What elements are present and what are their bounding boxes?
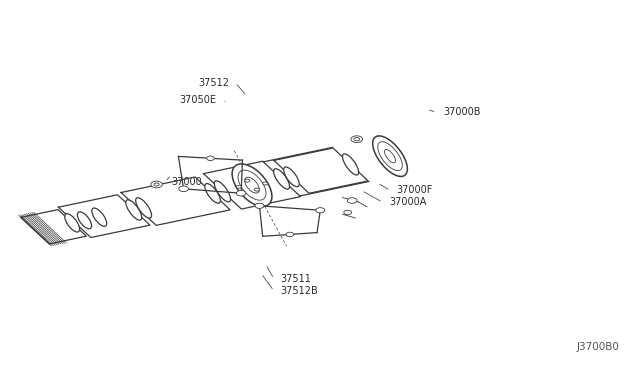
Text: 37000B: 37000B xyxy=(443,108,481,117)
Text: 37512: 37512 xyxy=(198,78,229,87)
Ellipse shape xyxy=(372,136,408,176)
Ellipse shape xyxy=(354,138,360,141)
Ellipse shape xyxy=(255,203,264,208)
Ellipse shape xyxy=(179,186,188,192)
Ellipse shape xyxy=(126,200,141,220)
Text: 37050E: 37050E xyxy=(179,95,216,105)
Polygon shape xyxy=(58,195,150,238)
Ellipse shape xyxy=(232,164,272,206)
Ellipse shape xyxy=(151,181,163,188)
Ellipse shape xyxy=(254,188,259,191)
Polygon shape xyxy=(21,209,86,244)
Text: 37000: 37000 xyxy=(172,177,202,186)
Ellipse shape xyxy=(316,208,324,213)
Text: 37512B: 37512B xyxy=(280,286,318,296)
Ellipse shape xyxy=(236,190,246,196)
Ellipse shape xyxy=(236,185,241,188)
Ellipse shape xyxy=(342,154,358,175)
Ellipse shape xyxy=(348,198,357,203)
Ellipse shape xyxy=(154,183,159,186)
Polygon shape xyxy=(274,148,368,193)
Ellipse shape xyxy=(92,208,107,226)
Text: J3700B0: J3700B0 xyxy=(577,341,620,352)
Ellipse shape xyxy=(77,212,92,229)
Ellipse shape xyxy=(244,179,250,182)
Ellipse shape xyxy=(214,181,230,202)
Ellipse shape xyxy=(286,232,294,237)
Ellipse shape xyxy=(262,182,268,185)
Ellipse shape xyxy=(344,210,351,215)
Ellipse shape xyxy=(65,214,79,232)
Ellipse shape xyxy=(274,169,289,189)
Ellipse shape xyxy=(136,198,152,218)
Text: 37511: 37511 xyxy=(280,274,311,284)
Ellipse shape xyxy=(284,167,300,187)
Ellipse shape xyxy=(207,156,214,160)
Text: 37000A: 37000A xyxy=(389,198,426,207)
Polygon shape xyxy=(121,177,230,225)
Ellipse shape xyxy=(351,136,362,142)
Text: 37000F: 37000F xyxy=(397,186,433,195)
Ellipse shape xyxy=(205,183,220,203)
Polygon shape xyxy=(204,161,301,209)
